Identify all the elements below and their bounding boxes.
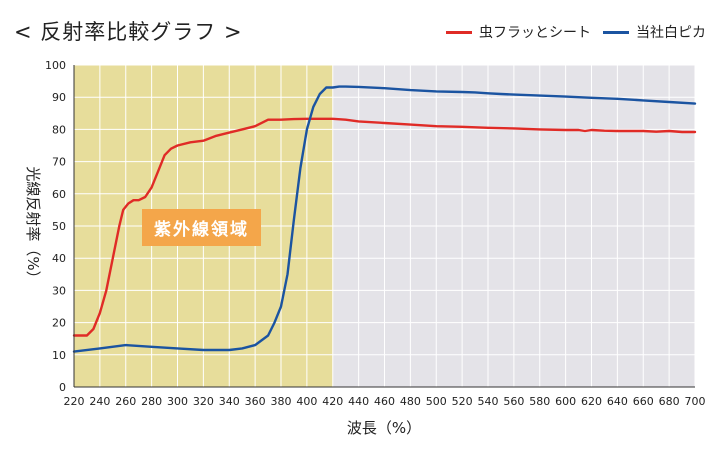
x-tick-label-280: 280 xyxy=(141,395,162,408)
x-tick-label-600: 600 xyxy=(555,395,576,408)
x-tick-label-480: 480 xyxy=(400,395,421,408)
x-tick-label-380: 380 xyxy=(271,395,292,408)
legend-swatch-red xyxy=(446,30,472,34)
x-tick-label-360: 360 xyxy=(245,395,266,408)
legend-swatch-blue xyxy=(603,30,629,34)
x-tick-label-440: 440 xyxy=(348,395,369,408)
axis-layer: 0 10 20 30 40 50 60 70 80 90 100 220 240 260 280 300 320… xyxy=(45,59,706,408)
x-tick-label-420: 420 xyxy=(322,395,343,408)
x-tick-label-540: 540 xyxy=(478,395,499,408)
x-tick-label-680: 680 xyxy=(659,395,680,408)
series-line-1 xyxy=(72,85,697,353)
y-tick-label-90: 90 xyxy=(52,91,66,104)
x-tick-label-220: 220 xyxy=(64,395,85,408)
legend-label-blue: 当社白ピカ xyxy=(636,25,706,41)
y-tick-label-20: 20 xyxy=(52,317,66,330)
x-tick-label-340: 340 xyxy=(219,395,240,408)
y-tick-label-40: 40 xyxy=(52,252,66,265)
x-tick-label-660: 660 xyxy=(633,395,654,408)
legend-item-red: 虫フラッとシート xyxy=(446,22,591,42)
x-tick-label-300: 300 xyxy=(167,395,188,408)
legend: 虫フラッとシート 当社白ピカ xyxy=(446,22,706,42)
x-tick-label-560: 560 xyxy=(503,395,524,408)
x-tick-label-580: 580 xyxy=(529,395,550,408)
legend-label-red: 虫フラッとシート xyxy=(479,25,591,41)
y-tick-label-10: 10 xyxy=(52,349,66,362)
x-tick-label-240: 240 xyxy=(89,395,110,408)
chart-title: < 反射率比較グラフ > xyxy=(14,20,243,44)
y-tick-label-30: 30 xyxy=(52,284,66,297)
x-axis-title: 波長（%） xyxy=(347,419,421,437)
series-layer xyxy=(72,85,697,353)
x-tick-label-520: 520 xyxy=(452,395,473,408)
y-axis-title: 光線反射率（%） xyxy=(24,166,42,285)
y-tick-label-100: 100 xyxy=(45,59,66,72)
series-line-0 xyxy=(72,117,697,337)
legend-item-blue: 当社白ピカ xyxy=(603,22,706,42)
uv-region-label: 紫外線領域 xyxy=(142,209,261,246)
x-tick-label-320: 320 xyxy=(193,395,214,408)
x-tick-label-700: 700 xyxy=(685,395,706,408)
x-tick-label-640: 640 xyxy=(607,395,628,408)
x-tick-label-260: 260 xyxy=(115,395,136,408)
x-tick-label-400: 400 xyxy=(296,395,317,408)
y-tick-label-0: 0 xyxy=(59,381,66,394)
y-tick-label-60: 60 xyxy=(52,188,66,201)
y-tick-label-50: 50 xyxy=(52,220,66,233)
x-tick-label-500: 500 xyxy=(426,395,447,408)
y-tick-label-80: 80 xyxy=(52,123,66,136)
x-tick-label-620: 620 xyxy=(581,395,602,408)
y-tick-label-70: 70 xyxy=(52,156,66,169)
x-tick-label-460: 460 xyxy=(374,395,395,408)
